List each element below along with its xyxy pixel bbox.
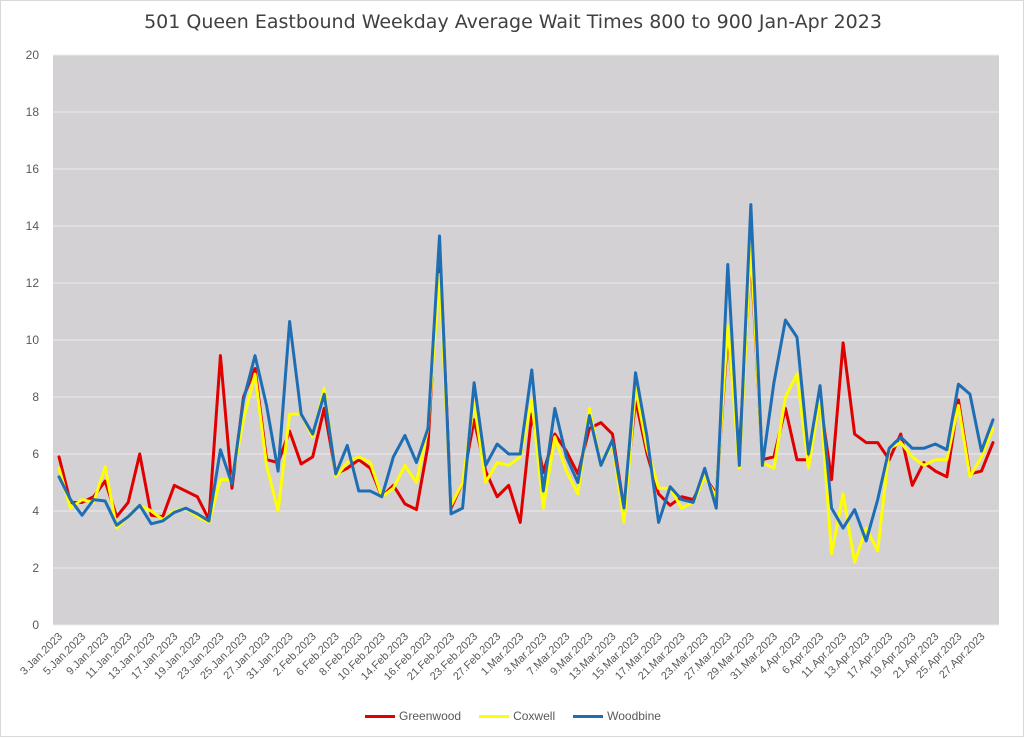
series-line-woodbine <box>57 203 995 543</box>
legend-label: Coxwell <box>513 709 556 723</box>
y-tick-label: 0 <box>32 618 39 632</box>
y-tick-label: 12 <box>26 276 40 290</box>
legend-label: Woodbine <box>607 709 661 723</box>
y-tick-label: 14 <box>26 219 40 233</box>
legend-swatch <box>573 714 604 718</box>
legend-label: Greenwood <box>399 709 462 723</box>
y-tick-label: 6 <box>32 447 39 461</box>
y-tick-label: 8 <box>32 390 39 404</box>
legend-item-woodbine: Woodbine <box>573 709 661 723</box>
legend-swatch <box>479 714 510 718</box>
y-tick-label: 2 <box>32 561 39 575</box>
y-tick-label: 20 <box>26 48 40 62</box>
legend-item-greenwood: Greenwood <box>365 709 461 723</box>
legend: Greenwood Coxwell Woodbine <box>1 709 1024 723</box>
series-line-coxwell <box>57 244 995 564</box>
y-tick-label: 10 <box>26 333 40 347</box>
legend-item-coxwell: Coxwell <box>479 709 555 723</box>
y-tick-label: 18 <box>26 105 40 119</box>
y-tick-label: 4 <box>32 504 39 518</box>
y-tick-label: 16 <box>26 162 40 176</box>
legend-swatch <box>365 714 396 718</box>
chart-title: 501 Queen Eastbound Weekday Average Wait… <box>144 11 882 33</box>
series-line-greenwood <box>57 241 995 524</box>
